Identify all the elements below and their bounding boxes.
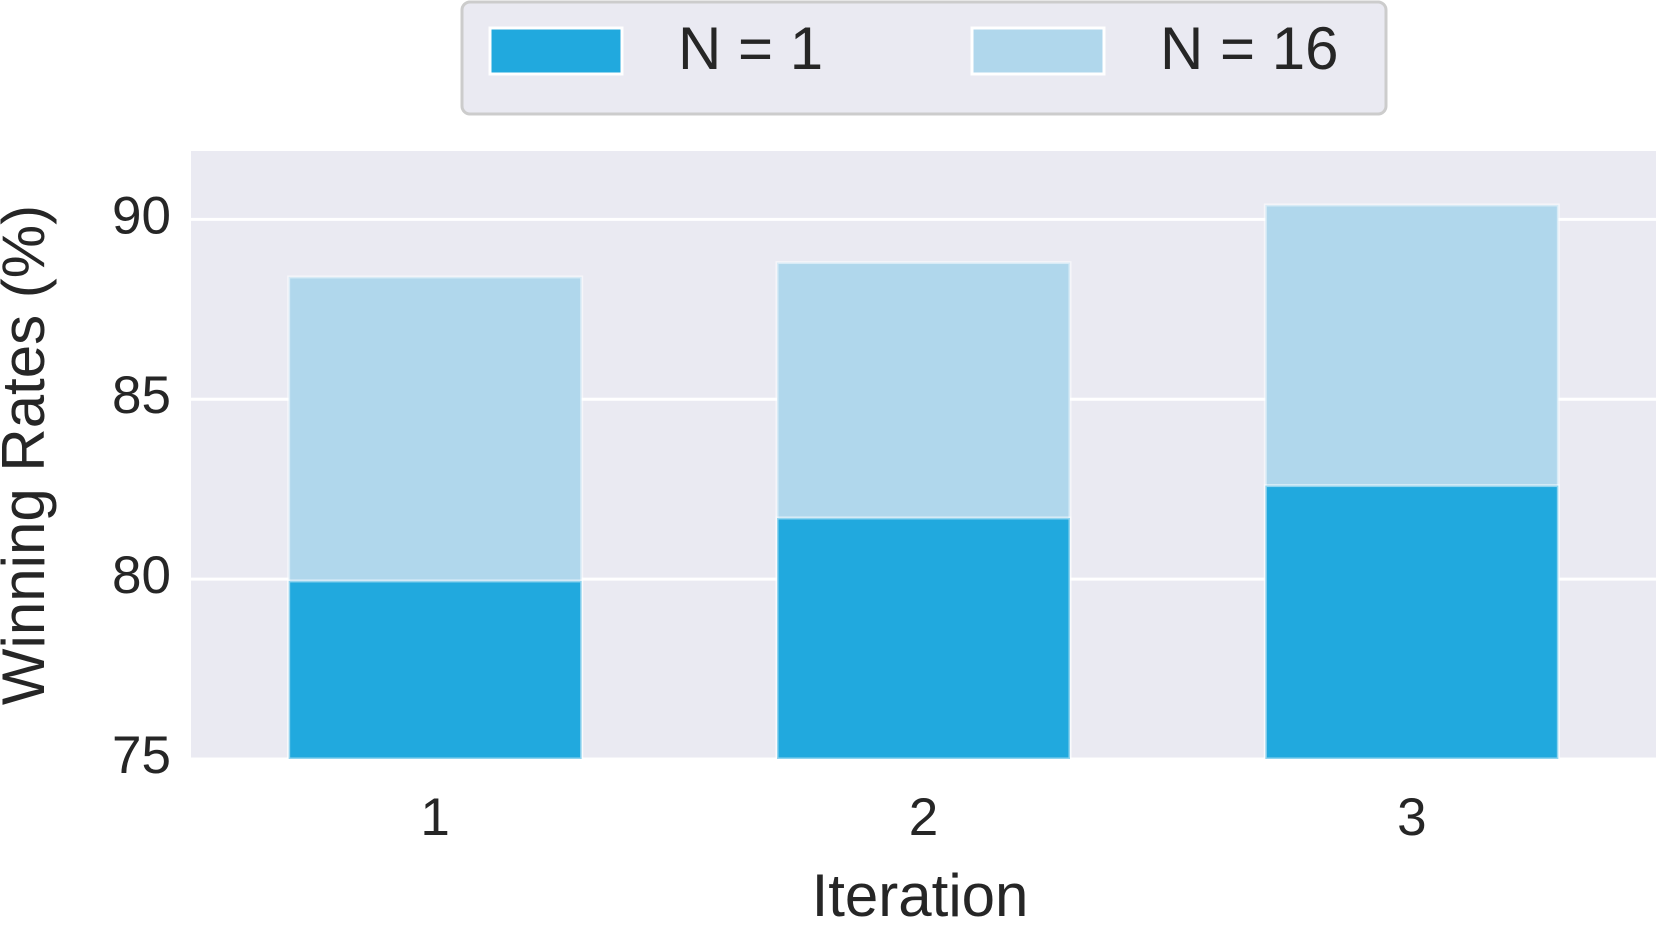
x-tick-label: 3 — [1397, 788, 1426, 847]
bar — [775, 516, 1072, 761]
bar — [1263, 484, 1560, 761]
x-tick-label: 1 — [420, 788, 449, 847]
x-tick-label: 2 — [909, 788, 938, 847]
y-tick-label: 90 — [112, 186, 171, 245]
bar — [287, 579, 584, 761]
y-tick-label: 75 — [112, 726, 171, 785]
legend-swatch — [488, 26, 624, 76]
bars — [287, 203, 1560, 761]
legend-swatch — [970, 26, 1106, 76]
y-tick-label: 80 — [112, 546, 171, 605]
y-tick-label: 85 — [112, 366, 171, 425]
legend — [460, 0, 1388, 116]
legend-items: N = 1 N = 16 — [488, 15, 1338, 82]
y-axis-label: Winning Rates (%) — [0, 205, 57, 705]
legend-label: N = 1 — [678, 15, 823, 82]
x-axis-label: Iteration — [812, 862, 1029, 929]
legend-label: N = 16 — [1160, 15, 1338, 82]
